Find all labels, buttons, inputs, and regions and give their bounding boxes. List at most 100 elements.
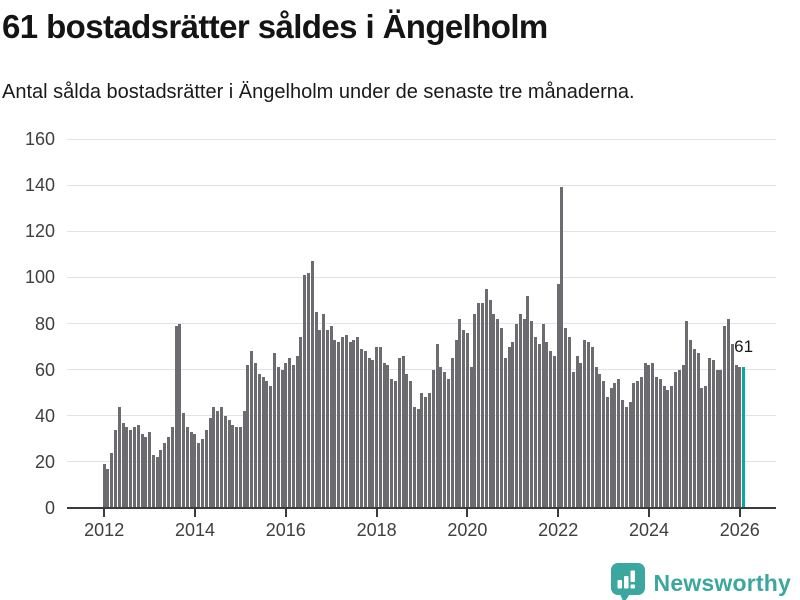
bar <box>375 346 379 508</box>
bar <box>201 438 205 508</box>
bar <box>454 339 458 508</box>
bar <box>602 381 606 508</box>
bar <box>708 358 712 508</box>
y-tick-label: 100 <box>24 267 55 288</box>
bar <box>507 346 511 508</box>
bar <box>356 337 360 508</box>
bar <box>719 369 723 508</box>
bar <box>484 288 488 508</box>
bar <box>496 318 500 508</box>
bar <box>541 323 545 508</box>
bar <box>670 385 674 508</box>
bar <box>193 434 197 508</box>
bar <box>322 314 326 508</box>
bar <box>155 457 159 508</box>
bar <box>424 397 428 508</box>
bar <box>121 422 125 508</box>
bar <box>329 325 333 508</box>
bar <box>295 355 299 508</box>
bar <box>647 365 651 508</box>
bar <box>106 468 110 508</box>
y-tick-label: 40 <box>34 405 55 426</box>
gridline <box>67 184 776 186</box>
tick-mark <box>193 509 196 517</box>
bar <box>545 341 549 508</box>
bar <box>159 450 163 508</box>
bar <box>231 424 235 508</box>
bar <box>673 371 677 508</box>
bar <box>151 454 155 508</box>
bar <box>492 314 496 508</box>
gridline <box>67 276 776 278</box>
bar <box>318 330 322 508</box>
bar <box>265 381 269 508</box>
bar <box>219 406 223 508</box>
bar <box>533 337 537 508</box>
x-tick-label: 2018 <box>356 520 397 540</box>
y-tick-label: 60 <box>34 359 55 380</box>
bar <box>628 401 632 508</box>
tick-mark <box>103 509 106 517</box>
bar <box>386 365 390 508</box>
bar <box>182 413 186 508</box>
bar <box>314 311 318 508</box>
bar <box>526 295 530 508</box>
bar <box>397 358 401 508</box>
bar <box>242 411 246 508</box>
bar <box>677 369 681 508</box>
bar <box>390 378 394 508</box>
bar <box>261 376 265 508</box>
bar <box>579 362 583 508</box>
bar <box>734 365 738 508</box>
bar <box>594 367 598 508</box>
bar <box>204 429 208 508</box>
bar <box>382 362 386 508</box>
bar <box>163 443 167 508</box>
bar <box>450 358 454 508</box>
bar <box>586 341 590 508</box>
bar <box>378 346 382 508</box>
tick-mark <box>557 509 560 517</box>
bar <box>481 302 485 508</box>
bar <box>235 427 239 508</box>
bar <box>552 355 556 508</box>
bar <box>726 318 730 508</box>
bar <box>738 367 742 508</box>
tick-mark <box>647 509 650 517</box>
x-tick-label: 2016 <box>265 520 306 540</box>
bar <box>401 355 405 508</box>
bar <box>431 369 435 508</box>
bar <box>643 362 647 508</box>
bar <box>443 371 447 508</box>
bar <box>344 335 348 508</box>
bar <box>696 353 700 508</box>
bar <box>537 344 541 508</box>
bar <box>530 321 534 508</box>
highlighted-bar <box>742 367 746 508</box>
gridline <box>67 138 776 140</box>
bar <box>613 383 617 508</box>
tick-mark <box>375 509 378 517</box>
bar <box>333 339 337 508</box>
bar <box>185 427 189 508</box>
bar <box>170 427 174 508</box>
bar <box>394 381 398 508</box>
bar <box>208 418 212 508</box>
bar <box>515 323 519 508</box>
bar <box>223 415 227 508</box>
bar <box>655 376 659 508</box>
bar <box>144 436 148 508</box>
bar <box>465 332 469 508</box>
bar <box>488 300 492 508</box>
bar <box>174 325 178 508</box>
bar <box>458 318 462 508</box>
bar <box>227 420 231 508</box>
value-label: 61 <box>734 337 754 357</box>
bar <box>348 341 352 508</box>
x-tick-label: 2020 <box>447 520 488 540</box>
bar <box>605 397 609 508</box>
bar <box>276 367 280 508</box>
bar <box>238 427 242 508</box>
